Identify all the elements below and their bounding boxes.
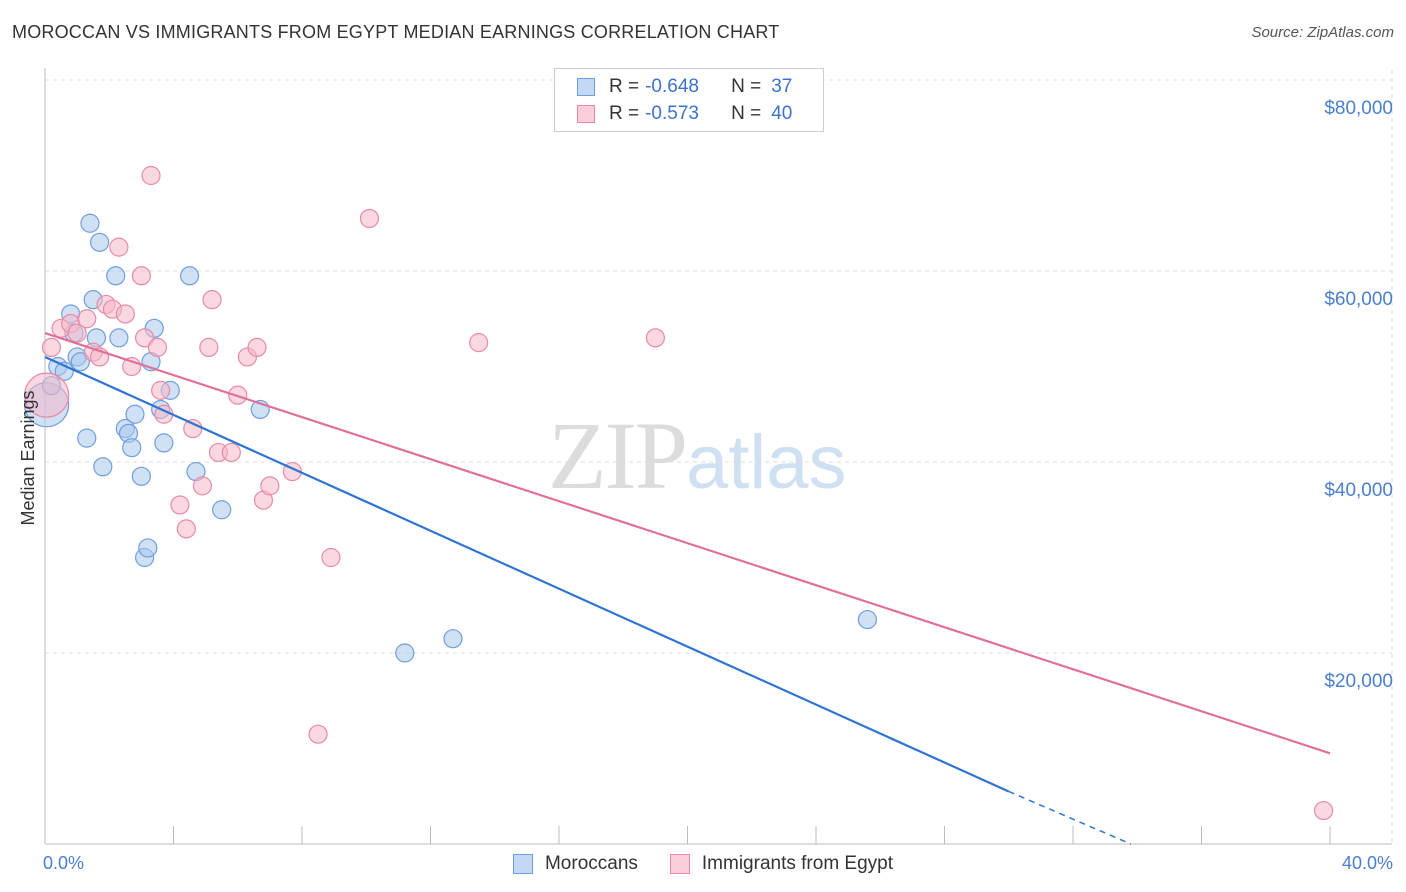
point-egypt [359,208,380,229]
legend-swatch-blue [512,854,533,874]
axes [44,68,1392,845]
trend-line-egypt [44,332,1331,755]
y-axis-label: Median Earnings [18,390,38,525]
point-moroccans [70,352,90,372]
point-egypt [131,266,151,286]
trend-lines [44,332,1331,845]
chart-title: MOROCCAN VS IMMIGRANTS FROM EGYPT MEDIAN… [12,22,780,42]
point-moroccans [138,538,158,558]
point-egypt [176,519,196,539]
stats-legend: R = -0.648 N = 37 R = -0.573 N = 40 [554,68,824,132]
legend-item-moroccans: Moroccans [512,853,638,875]
point-moroccans [395,643,415,663]
legend-row-moroccans: R = -0.648 N = 37 [577,74,792,100]
legend-item-egypt: Immigrants from Egypt [669,853,894,875]
legend-r-value: -0.573 [645,103,699,124]
grid-lines [45,70,1393,844]
point-egypt [260,476,280,496]
legend-label-egypt: Immigrants from Egypt [701,853,894,874]
point-egypt [141,165,161,186]
point-egypt [321,547,341,568]
point-egypt [24,372,70,418]
chart-source: Source: ZipAtlas.com [1251,24,1394,41]
point-egypt [147,337,168,357]
point-moroccans [443,629,463,649]
point-egypt [134,328,155,348]
y-tick-label: $40,000 [1324,480,1393,501]
y-tick-label: $60,000 [1324,289,1393,310]
y-tick-label: $80,000 [1324,98,1393,119]
point-egypt [308,724,328,744]
legend-n-value: 40 [771,103,793,124]
legend-n-value: 37 [771,76,793,97]
point-moroccans [122,438,142,458]
legend-swatch-pink [669,854,690,874]
trend-line-moroccans-extension [1008,790,1132,845]
point-egypt [1313,800,1334,821]
point-egypt [183,418,203,439]
tick-labels: $20,000 $40,000 $60,000 $80,000 0.0% 40.0% [43,98,1393,873]
legend-swatch-blue [577,78,595,96]
point-moroccans [212,500,232,520]
legend-swatch-pink [577,105,595,123]
series-egypt [24,165,1334,821]
point-egypt [115,304,135,324]
point-moroccans [125,404,145,424]
point-egypt [41,337,62,357]
point-moroccans [93,457,113,477]
point-egypt [247,337,267,357]
point-moroccans [80,213,100,233]
point-moroccans [179,266,200,286]
point-egypt [202,290,222,310]
point-egypt [469,333,489,353]
point-egypt [151,380,171,400]
legend-n-label: N = [731,76,762,97]
point-egypt [221,442,241,463]
point-egypt [67,323,87,343]
point-egypt [77,309,97,329]
legend-n-label: N = [731,103,762,124]
legend-r-value: -0.648 [645,76,699,97]
point-egypt [192,476,213,496]
point-egypt [109,237,129,257]
x-tick-label: 0.0% [43,853,84,873]
point-moroccans [131,466,151,486]
point-egypt [170,495,190,515]
point-egypt [199,337,219,357]
trend-line-moroccans [44,355,1010,793]
point-moroccans [154,433,174,453]
point-moroccans [109,328,129,348]
legend-r-label: R = [609,103,640,124]
point-egypt [645,328,665,348]
y-tick-label: $20,000 [1324,671,1393,692]
point-moroccans [90,232,110,252]
x-tick-label: 40.0% [1342,853,1393,873]
point-moroccans [77,428,97,448]
legend-label-moroccans: Moroccans [544,853,638,874]
point-moroccans [857,609,878,630]
legend-r-label: R = [609,76,640,97]
series-moroccans [24,213,878,663]
legend-row-egypt: R = -0.573 N = 40 [577,101,792,127]
point-moroccans [106,266,126,286]
series-legend: Moroccans Immigrants from Egypt [0,851,1406,877]
